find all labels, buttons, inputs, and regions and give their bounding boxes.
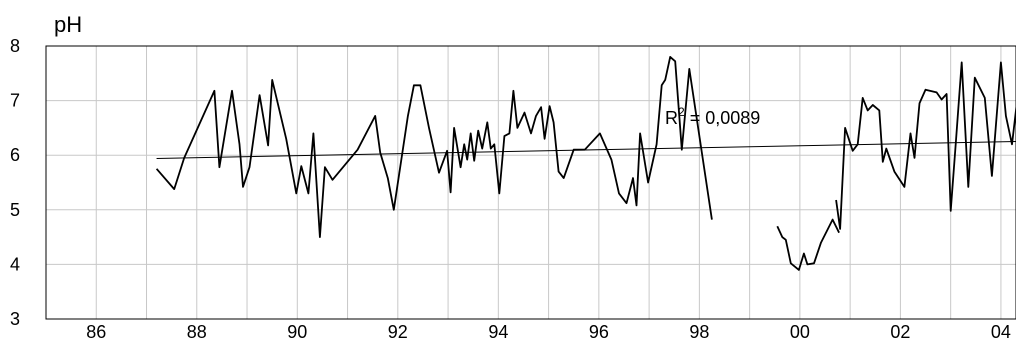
x-tick-labels: 86 88 90 92 94 96 98 00 02 04: [86, 322, 1011, 342]
x-tick-label: 92: [388, 322, 408, 342]
plot-frame: [45, 45, 1016, 320]
series-layer: [155, 56, 1016, 271]
y-axis-title: pH: [54, 12, 82, 37]
x-tick-label: 02: [890, 322, 910, 342]
y-tick-label: 6: [10, 145, 20, 165]
y-tick-label: 8: [10, 36, 20, 56]
x-tick-label: 94: [488, 322, 508, 342]
trend-line: [156, 141, 1016, 159]
x-tick-label: 90: [287, 322, 307, 342]
grid-lines: [45, 45, 1016, 320]
r-squared-value: = 0,0089: [685, 108, 761, 128]
x-tick-label: 98: [689, 322, 709, 342]
y-tick-labels: 3 4 5 6 7 8: [10, 36, 20, 329]
y-tick-label: 3: [10, 309, 20, 329]
y-tick-label: 7: [10, 91, 20, 111]
r-squared-prefix: R: [665, 108, 678, 128]
r-squared-annotation: R2 = 0,0089: [665, 105, 760, 128]
x-tick-label: 00: [790, 322, 810, 342]
x-tick-label: 04: [991, 322, 1011, 342]
ph-series-line: [155, 56, 713, 239]
x-tick-label: 86: [86, 322, 106, 342]
x-tick-label: 96: [589, 322, 609, 342]
r-squared-superscript: 2: [678, 105, 685, 119]
ph-series-line: [835, 61, 1016, 230]
x-tick-label: 88: [187, 322, 207, 342]
y-tick-label: 5: [10, 200, 20, 220]
y-tick-label: 4: [10, 254, 20, 274]
ph-series-line: [776, 218, 840, 271]
